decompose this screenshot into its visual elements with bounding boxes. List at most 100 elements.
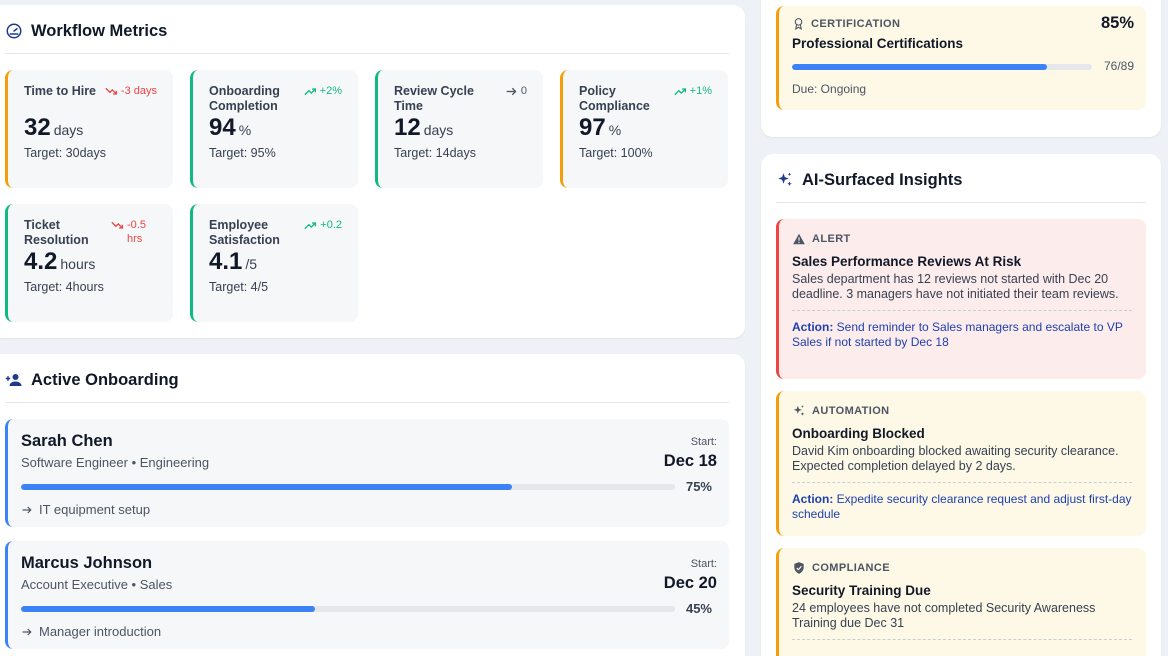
trend-down-icon — [111, 221, 124, 229]
active-onboarding-title: Active Onboarding — [31, 370, 179, 389]
ai-insights-panel: AI-Surfaced Insights ALERT Sales Perform… — [761, 154, 1161, 656]
arrow-right-icon — [22, 628, 32, 635]
sparkles-icon — [778, 172, 792, 186]
onboarding-name: Sarah Chen — [21, 432, 113, 450]
metric-unit: % — [238, 122, 252, 138]
workflow-metrics-header: Workflow Metrics — [5, 5, 729, 54]
metric-unit: % — [608, 122, 622, 138]
metric-trend: +0.2 — [304, 218, 342, 232]
certification-title: Professional Certifications — [792, 36, 964, 51]
metric-value: 12 — [394, 114, 421, 141]
insight-title: Onboarding Blocked — [792, 426, 925, 441]
insight-description: David Kim onboarding blocked awaiting se… — [792, 444, 1119, 473]
metric-unit: /5 — [245, 256, 258, 272]
trend-up-icon — [304, 88, 316, 96]
trend-up-icon — [304, 222, 317, 230]
metric-target: Target: 95% — [209, 146, 276, 160]
metric-trend: -0.5 hrs — [111, 218, 157, 246]
onboarding-progress-bar — [21, 606, 675, 612]
onboarding-start-date: Dec 18 — [663, 452, 717, 470]
onboarding-start-date: Dec 20 — [663, 574, 717, 592]
metric-target: Target: 100% — [579, 146, 653, 160]
workflow-metrics-panel: Workflow Metrics Time to Hire -3 days 32… — [0, 5, 745, 338]
onboarding-progress-bar — [21, 484, 675, 490]
metric-value: 4.1 — [209, 248, 243, 275]
onboarding-start-label: Start: — [690, 436, 717, 448]
metric-trend: -3 days — [105, 84, 157, 98]
metric-target: Target: 4/5 — [209, 280, 269, 294]
metric-card-review-cycle-time[interactable]: Review Cycle Time 0 12 days Target: 14day… — [375, 70, 543, 188]
onboarding-start-label: Start: — [690, 558, 717, 570]
insight-card-compliance[interactable]: COMPLIANCE Security Training Due 24 empl… — [776, 548, 1146, 656]
active-onboarding-panel: Active Onboarding Sarah Chen Software En… — [0, 354, 745, 656]
insight-card-automation[interactable]: AUTOMATION Onboarding Blocked David Kim … — [776, 391, 1146, 536]
metric-target: Target: 14days — [394, 146, 476, 160]
workflow-metrics-title: Workflow Metrics — [31, 21, 168, 40]
insight-action[interactable]: Action: Send reminder to Sales managers … — [792, 310, 1132, 350]
metric-label: Time to Hire — [24, 84, 97, 98]
active-onboarding-header: Active Onboarding — [5, 354, 729, 403]
metric-target: Target: 30days — [24, 146, 106, 160]
metric-target: Target: 4hours — [24, 280, 104, 294]
metric-value: 97 — [579, 114, 606, 141]
sparkles-icon — [793, 405, 805, 416]
certification-progress-fill — [792, 64, 1047, 70]
arrow-right-icon — [22, 506, 32, 513]
certification-progress-bar — [792, 64, 1092, 70]
metric-trend: +1% — [674, 84, 712, 98]
onboarding-progress-label: 75% — [685, 479, 712, 494]
insight-tag: AUTOMATION — [792, 403, 1132, 419]
metric-unit: hours — [60, 256, 96, 272]
trend-up-icon — [674, 88, 686, 96]
shield-check-icon — [794, 562, 804, 574]
metric-card-employee-satisfaction[interactable]: Employee Satisfaction +0.2 4.1/5 Target:… — [190, 204, 358, 322]
person-add-icon — [5, 374, 22, 386]
metric-value: 4.2 — [24, 248, 58, 275]
insight-title: Sales Performance Reviews At Risk — [792, 254, 1022, 269]
warning-icon — [793, 233, 805, 245]
metric-card-onboarding-completion[interactable]: Onboarding Completion +2% 94% Target: 95… — [190, 70, 358, 188]
certification-due: Due: Ongoing — [792, 82, 867, 96]
ai-insights-header: AI-Surfaced Insights — [776, 154, 1146, 203]
metric-label: Ticket Resolution — [24, 218, 89, 247]
metric-card-ticket-resolution[interactable]: Ticket Resolution -0.5 hrs 4.2 hours Targ… — [5, 204, 173, 322]
trend-down-icon — [105, 87, 117, 95]
metric-label: Review Cycle Time — [394, 84, 474, 113]
certification-tag: CERTIFICATION — [792, 17, 900, 30]
certification-count: 76/89 — [1103, 59, 1134, 73]
certification-panel: CERTIFICATION 85% Professional Certifica… — [761, 0, 1161, 137]
insight-title: Security Training Due — [792, 583, 931, 598]
onboarding-progress-label: 45% — [685, 601, 712, 616]
metric-card-policy-compliance[interactable]: Policy Compliance +1% 97% Target: 100% — [560, 70, 728, 188]
arrow-right-icon — [506, 87, 517, 96]
metric-label: Onboarding Completion — [209, 84, 280, 113]
ai-insights-title: AI-Surfaced Insights — [802, 170, 963, 189]
onboarding-card-sarah-chen[interactable]: Sarah Chen Software Engineer • Engineeri… — [5, 419, 729, 527]
metric-value: 94 — [209, 114, 236, 141]
onboarding-card-marcus-johnson[interactable]: Marcus Johnson Account Executive • Sales… — [5, 541, 729, 649]
insight-tag: ALERT — [792, 231, 1132, 247]
metric-label: Policy Compliance — [579, 84, 650, 113]
insight-description: Sales department has 12 reviews not star… — [792, 272, 1119, 301]
onboarding-current-step: IT equipment setup — [21, 502, 150, 517]
insight-tag: COMPLIANCE — [792, 560, 1132, 576]
award-icon — [794, 18, 803, 30]
insight-action[interactable] — [792, 639, 1132, 649]
insight-description: 24 employees have not completed Security… — [792, 601, 1096, 630]
onboarding-current-step: Manager introduction — [21, 624, 161, 639]
metric-unit: days — [423, 122, 454, 138]
onboarding-role: Account Executive • Sales — [21, 577, 173, 592]
metric-value: 32 — [24, 114, 51, 141]
onboarding-progress-fill — [21, 606, 316, 612]
metric-card-time-to-hire[interactable]: Time to Hire -3 days 32 days Target: 30da… — [5, 70, 173, 188]
insight-action[interactable]: Action: Expedite security clearance requ… — [792, 482, 1132, 522]
onboarding-role: Software Engineer • Engineering — [21, 455, 210, 470]
certification-percent: 85% — [1100, 14, 1134, 32]
metric-trend: +2% — [304, 84, 342, 98]
insight-card-alert[interactable]: ALERT Sales Performance Reviews At Risk … — [776, 219, 1146, 379]
onboarding-name: Marcus Johnson — [21, 554, 153, 572]
gauge-icon — [6, 23, 22, 39]
certification-card[interactable]: CERTIFICATION 85% Professional Certifica… — [776, 6, 1146, 110]
metric-label: Employee Satisfaction — [209, 218, 280, 247]
metric-trend: 0 — [505, 84, 527, 98]
